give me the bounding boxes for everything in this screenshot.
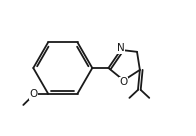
Text: O: O [30, 89, 38, 100]
Text: O: O [120, 77, 128, 87]
Text: N: N [117, 43, 125, 53]
